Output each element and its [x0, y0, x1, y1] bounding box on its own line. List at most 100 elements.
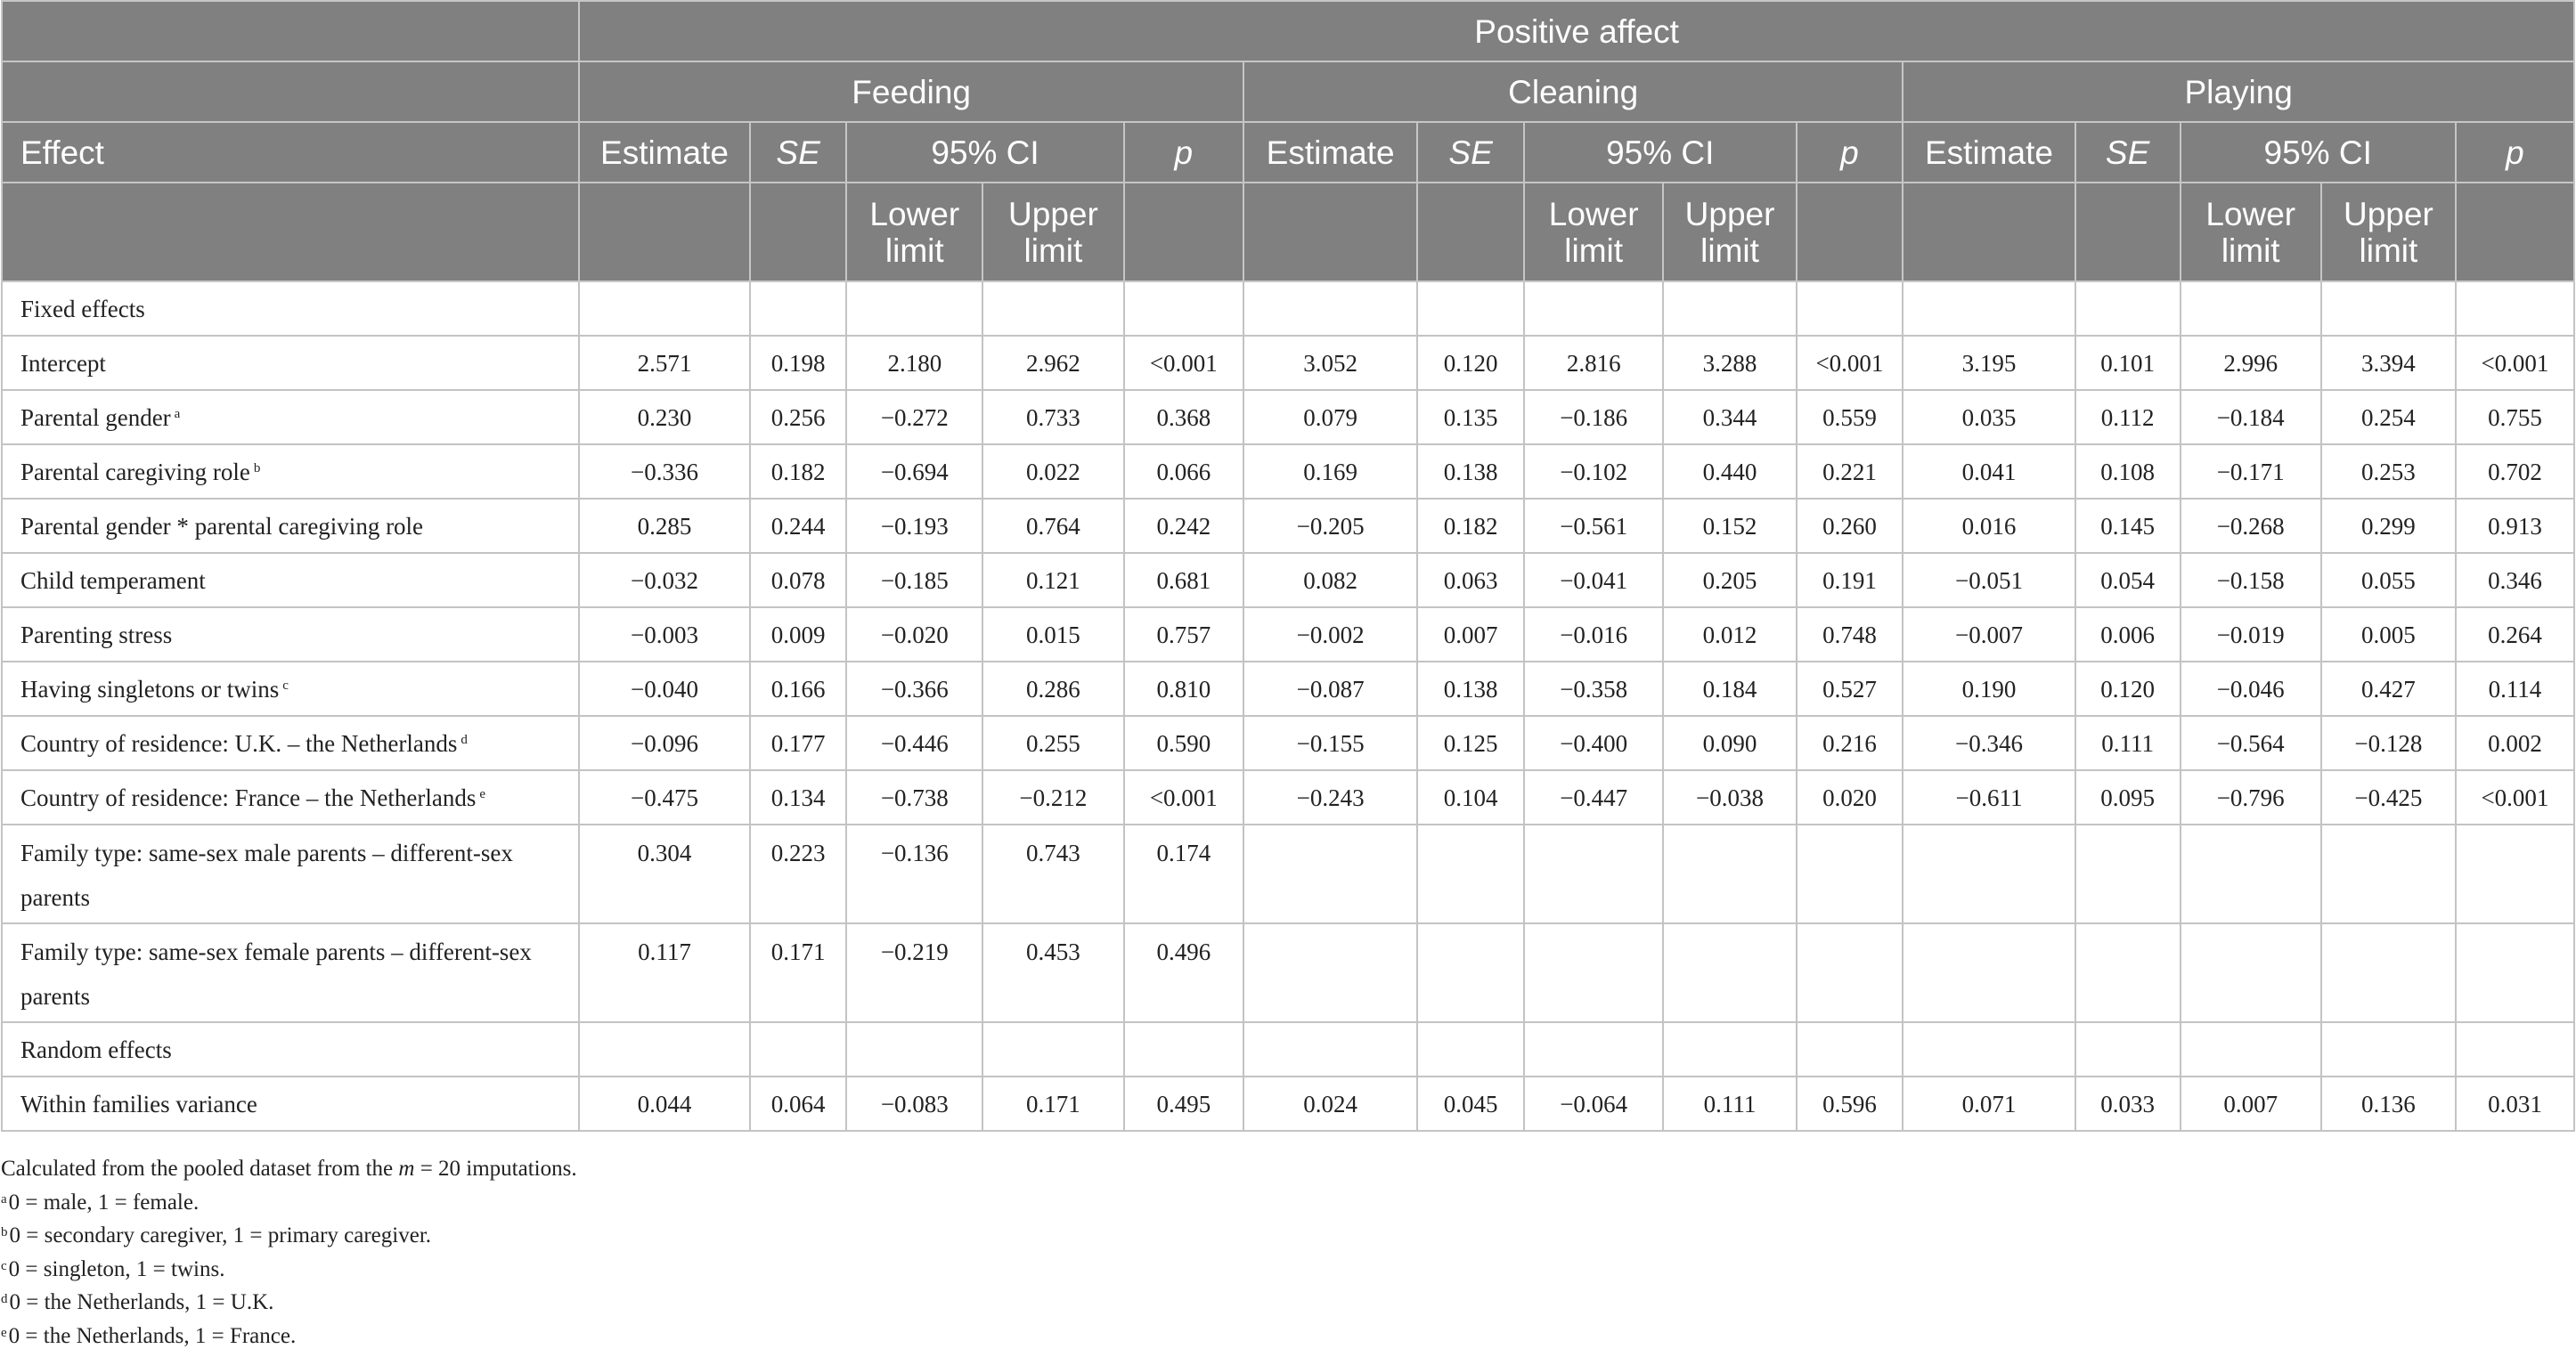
value-cell — [1662, 1021, 1797, 1077]
value-cell — [1795, 824, 1904, 924]
value-cell: 0.138 — [1416, 443, 1525, 500]
value-cell: 0.006 — [2074, 606, 2181, 662]
value-cell: 0.007 — [2179, 1076, 2322, 1132]
value-cell — [1416, 280, 1525, 337]
value-cell — [1902, 280, 2076, 337]
value-cell — [578, 1021, 751, 1077]
value-cell: 0.015 — [982, 606, 1125, 662]
value-cell — [1795, 1021, 1904, 1077]
value-cell: 0.171 — [748, 922, 848, 1023]
value-cell: −0.019 — [2179, 606, 2322, 662]
value-cell — [1122, 280, 1245, 337]
header-activity-feeding: Feeding — [578, 61, 1245, 123]
value-cell: 0.495 — [1122, 1076, 1245, 1132]
value-cell: −0.738 — [845, 769, 984, 825]
value-cell — [1902, 824, 2076, 924]
value-cell: 0.111 — [1662, 1076, 1797, 1132]
value-cell: −0.003 — [578, 606, 751, 662]
value-cell: 0.095 — [2074, 769, 2181, 825]
footnote-text: 0 = male, 1 = female. — [8, 1190, 200, 1215]
header-blank — [0, 61, 581, 123]
value-cell: 0.440 — [1662, 443, 1797, 500]
value-cell: −0.186 — [1522, 389, 1665, 445]
note-main-text: Calculated from the pooled dataset from … — [1, 1157, 399, 1181]
value-cell — [845, 280, 984, 337]
value-cell: −0.083 — [845, 1076, 984, 1132]
value-cell — [748, 280, 848, 337]
value-cell: <0.001 — [1122, 769, 1245, 825]
section-row: Random effects — [0, 1021, 2576, 1077]
value-cell: −0.564 — [2179, 715, 2322, 771]
header-blank — [578, 182, 751, 282]
section-row: Fixed effects — [0, 280, 2576, 337]
value-cell: 2.571 — [578, 335, 751, 391]
value-cell: −0.007 — [1902, 606, 2076, 662]
value-cell: −0.425 — [2319, 769, 2457, 825]
footnote-mark: e — [1, 1325, 7, 1340]
value-cell: 0.112 — [2074, 389, 2181, 445]
header-blank — [1416, 182, 1525, 282]
value-cell: 0.427 — [2319, 661, 2457, 717]
value-cell: 2.816 — [1522, 335, 1665, 391]
value-cell: 0.016 — [1902, 498, 2076, 554]
value-cell — [1795, 922, 1904, 1023]
value-cell: 0.757 — [1122, 606, 1245, 662]
value-cell — [2074, 824, 2181, 924]
value-cell — [982, 1021, 1125, 1077]
note-main-text-end: = 20 imputations. — [414, 1157, 577, 1181]
value-cell: −0.041 — [1522, 552, 1665, 608]
value-cell: 0.064 — [748, 1076, 848, 1132]
header-ci: 95% CI — [2179, 121, 2457, 183]
value-cell: 3.195 — [1902, 335, 2076, 391]
effect-cell: Parental gender * parental caregiving ro… — [0, 498, 581, 554]
table-body: Fixed effects Intercept 2.571 0.198 2.180 2.9… — [0, 280, 2576, 1132]
value-cell — [2454, 1021, 2576, 1077]
value-cell: 3.288 — [1662, 335, 1797, 391]
value-cell: <0.001 — [1795, 335, 1904, 391]
value-cell — [1902, 1021, 2076, 1077]
value-cell — [2319, 824, 2457, 924]
value-cell — [1243, 922, 1419, 1023]
value-cell: 0.009 — [748, 606, 848, 662]
value-cell: 0.104 — [1416, 769, 1525, 825]
effect-cell: Intercept — [0, 335, 581, 391]
footnote-text: 0 = secondary caregiver, 1 = primary car… — [9, 1223, 432, 1247]
value-cell: 0.733 — [982, 389, 1125, 445]
results-table: Positive affect Feeding Cleaning Playing… — [0, 0, 2576, 1132]
value-cell: 0.299 — [2319, 498, 2457, 554]
value-cell — [2179, 922, 2322, 1023]
value-cell: 0.810 — [1122, 661, 1245, 717]
value-cell: 0.264 — [2454, 606, 2576, 662]
header-effect: Effect — [0, 121, 581, 183]
value-cell — [748, 1021, 848, 1077]
value-cell: 0.368 — [1122, 389, 1245, 445]
value-cell — [982, 280, 1125, 337]
value-cell: 0.255 — [982, 715, 1125, 771]
value-cell: 0.755 — [2454, 389, 2576, 445]
footnote-text: 0 = singleton, 1 = twins. — [8, 1256, 225, 1281]
header-blank — [2074, 182, 2181, 282]
value-cell: 0.242 — [1122, 498, 1245, 554]
footnote: d0 = the Netherlands, 1 = U.K. — [1, 1286, 577, 1320]
table-row: Parental gender a 0.230 0.256 −0.272 0.733 0.3… — [0, 389, 2576, 445]
value-cell: 0.191 — [1795, 552, 1904, 608]
value-cell: −0.051 — [1902, 552, 2076, 608]
value-cell — [2074, 280, 2181, 337]
value-cell: 0.031 — [2454, 1076, 2576, 1132]
effect-cell: Family type: same-sex female parents – d… — [0, 922, 581, 1023]
effect-cell: Parental gender a — [0, 389, 581, 445]
value-cell: 0.559 — [1795, 389, 1904, 445]
value-cell: −0.064 — [1522, 1076, 1665, 1132]
value-cell — [578, 280, 751, 337]
value-cell: 0.913 — [2454, 498, 2576, 554]
value-cell: −0.561 — [1522, 498, 1665, 554]
value-cell: 0.108 — [2074, 443, 2181, 500]
value-cell: 3.394 — [2319, 335, 2457, 391]
effect-cell: Country of residence: U.K. – the Netherl… — [0, 715, 581, 771]
value-cell: 0.344 — [1662, 389, 1797, 445]
value-cell: 0.125 — [1416, 715, 1525, 771]
value-cell: 0.055 — [2319, 552, 2457, 608]
value-cell: 0.120 — [2074, 661, 2181, 717]
header-activity-playing: Playing — [1902, 61, 2575, 123]
